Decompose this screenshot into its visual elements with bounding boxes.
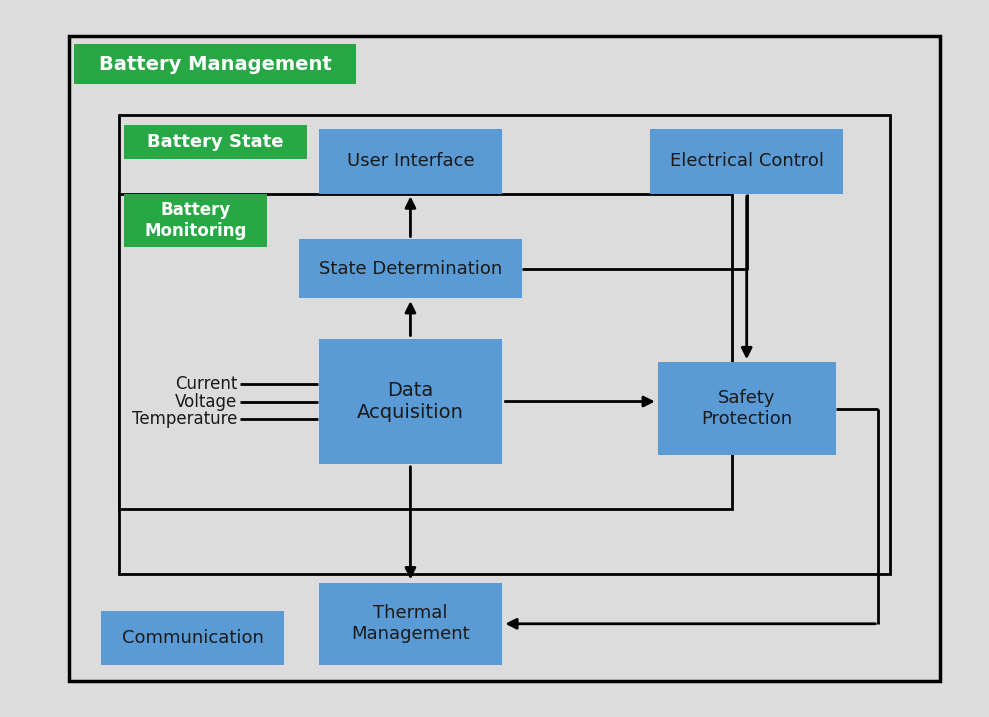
Bar	[318, 582, 502, 665]
Text: Battery Management: Battery Management	[99, 54, 331, 74]
Bar	[318, 338, 502, 465]
Bar	[658, 362, 836, 455]
Text: Data
Acquisition: Data Acquisition	[357, 381, 464, 422]
Text: Voltage: Voltage	[175, 392, 237, 411]
Text: Communication: Communication	[122, 629, 264, 647]
Text: Electrical Control: Electrical Control	[670, 152, 824, 171]
Bar	[119, 115, 890, 574]
Text: User Interface: User Interface	[346, 152, 475, 171]
Bar	[102, 611, 285, 665]
Text: Battery State: Battery State	[146, 133, 284, 151]
Text: Battery
Monitoring: Battery Monitoring	[144, 201, 246, 240]
Bar	[124, 194, 267, 247]
Bar	[69, 36, 940, 681]
Bar	[74, 44, 356, 84]
Text: Safety
Protection: Safety Protection	[701, 389, 792, 428]
Text: Current: Current	[175, 374, 237, 393]
Bar	[119, 194, 732, 509]
Bar	[318, 129, 502, 194]
Bar	[124, 125, 307, 159]
Text: Temperature: Temperature	[132, 410, 237, 429]
Text: State Determination: State Determination	[318, 260, 502, 278]
Bar	[300, 239, 522, 298]
Text: Thermal
Management: Thermal Management	[351, 604, 470, 643]
Bar	[651, 129, 843, 194]
